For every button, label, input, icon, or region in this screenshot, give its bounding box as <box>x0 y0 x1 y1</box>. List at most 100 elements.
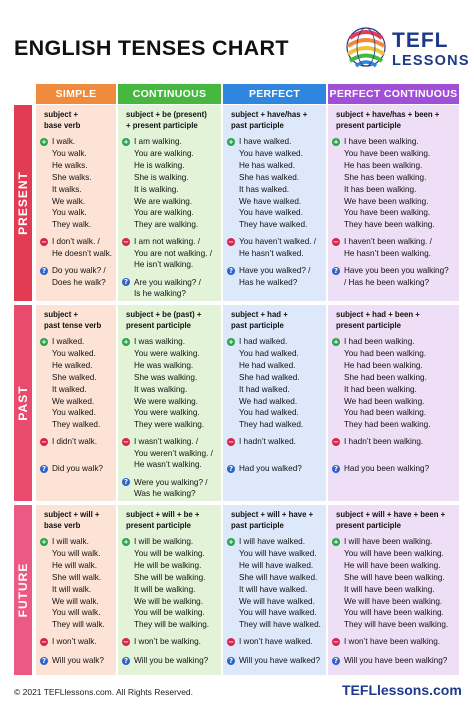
formula-line: present participle <box>336 320 401 330</box>
formula: subject + be (present) + present particip… <box>126 110 207 131</box>
column-header-continuous: CONTINUOUS <box>118 84 221 104</box>
positive-text: They will be walking. <box>134 620 210 630</box>
positive-text: You had been walking. <box>344 408 427 418</box>
negative-forms: − I won’t have been walking. <box>332 636 440 648</box>
question-text: Did you walk? <box>52 464 103 473</box>
positive-text: You will have been walking. <box>344 608 444 618</box>
column-header-simple: SIMPLE <box>36 84 116 104</box>
positive-text: She has walked. <box>239 172 300 182</box>
positive-text: We will walk. <box>52 596 99 606</box>
positive-text: She had been walking. <box>344 372 427 382</box>
positive-line: They had walked. <box>227 419 303 431</box>
negative-line: − I hadn’t been walking. <box>332 436 423 448</box>
positive-line: She walked. <box>40 372 100 384</box>
negative-line: He hasn’t been walking. <box>332 248 432 260</box>
positive-forms: + I will have been walking. You will have … <box>332 536 448 631</box>
positive-line: You will walk. <box>40 548 105 560</box>
positive-line: + I will walk. <box>40 536 105 548</box>
question-line: ? Did you walk? <box>40 463 103 475</box>
negative-line: − I didn’t walk. <box>40 436 97 448</box>
positive-line: They will be walking. <box>122 619 209 631</box>
minus-icon: − <box>40 437 48 446</box>
positive-line: It will have walked. <box>227 584 321 596</box>
positive-text: You have been walking. <box>344 148 431 158</box>
question-text: Had you walked? <box>239 464 302 473</box>
positive-text: It had walked. <box>239 384 290 394</box>
negative-forms: − I wasn’t walking. / You weren’t walking.… <box>122 436 213 471</box>
negative-forms: − I won’t be walking. <box>122 636 201 648</box>
positive-line: It had walked. <box>227 384 303 396</box>
negative-line: − I won’t walk. <box>40 636 97 648</box>
question-text: Have you been you walking? <box>344 266 449 275</box>
positive-line: He has been walking. <box>332 160 435 172</box>
row-label-past: PAST <box>14 305 32 501</box>
positive-text: We will have been walking. <box>344 596 443 606</box>
question-line: ? Will you have walked? <box>227 655 320 667</box>
footer-copyright: © 2021 TEFLlessons.com. All Rights Reser… <box>14 687 194 697</box>
negative-line: He hasn’t walked. <box>227 248 316 260</box>
positive-line: + I have been walking. <box>332 136 435 148</box>
question-forms: ? Will you have been walking? <box>332 655 447 667</box>
negative-line: You are not walking. / <box>122 248 212 260</box>
positive-text: She has been walking. <box>344 172 427 182</box>
question-forms: ? Have you walked? / Has he walked? <box>227 265 310 288</box>
negative-text: He hasn’t walked. <box>239 248 304 258</box>
negative-forms: − I didn’t walk. <box>40 436 97 448</box>
question-text: Has he walked? <box>239 277 298 287</box>
positive-text: I had been walking. <box>344 337 415 346</box>
formula-line: past participle <box>231 320 284 330</box>
tense-cell-future-simple: subject + will + base verb + I will walk. Yo… <box>36 505 116 675</box>
formula: subject + will + base verb <box>44 510 99 531</box>
negative-line: You weren’t walking. / <box>122 448 213 460</box>
negative-text: I wasn’t walking. / <box>134 437 199 446</box>
positive-line: You had been walking. <box>332 348 430 360</box>
positive-text: We walked. <box>52 396 95 406</box>
positive-line: You were walking. <box>122 407 204 419</box>
formula-line: present participle <box>336 520 401 530</box>
positive-line: You will be walking. <box>122 548 209 560</box>
positive-forms: + I am walking. You are walking. He is walk… <box>122 136 198 231</box>
formula: subject + will + have + been + present pa… <box>336 510 445 531</box>
negative-forms: − I don’t walk. / He doesn’t walk. <box>40 236 112 259</box>
negative-forms: − I haven’t been walking. / He hasn’t been… <box>332 236 432 259</box>
positive-line: You are walking. <box>122 148 198 160</box>
formula: subject + had + been + present participle <box>336 310 420 331</box>
minus-icon: − <box>227 637 235 646</box>
question-text: Will you walk? <box>52 656 104 665</box>
positive-line: + I was walking. <box>122 336 204 348</box>
question-line: ? Will you be walking? <box>122 655 208 667</box>
positive-text: I will have been walking. <box>344 537 433 546</box>
positive-line: You walk. <box>40 148 92 160</box>
positive-text: It will have been walking. <box>344 584 435 594</box>
plus-icon: + <box>122 337 130 346</box>
positive-text: You will have been walking. <box>344 548 444 558</box>
minus-icon: − <box>40 237 48 246</box>
positive-line: We will have walked. <box>227 596 321 608</box>
positive-text: We had walked. <box>239 396 298 406</box>
positive-text: He was walking. <box>134 360 194 370</box>
formula-line: subject + will + <box>44 510 100 519</box>
positive-text: You have walked. <box>239 208 303 218</box>
question-icon: ? <box>227 656 235 665</box>
question-icon: ? <box>122 656 130 665</box>
positive-text: They will have walked. <box>239 620 321 630</box>
positive-line: He was walking. <box>122 360 204 372</box>
positive-text: It is walking. <box>134 184 179 194</box>
positive-line: They have walked. <box>227 219 307 231</box>
question-forms: ? Had you walked? <box>227 463 302 475</box>
positive-text: She will be walking. <box>134 572 206 582</box>
positive-line: You had walked. <box>227 348 303 360</box>
positive-line: You will have walked. <box>227 548 321 560</box>
positive-text: She had walked. <box>239 372 300 382</box>
positive-text: We were walking. <box>134 396 199 406</box>
negative-forms: − I hadn’t walked. <box>227 436 296 448</box>
formula: subject + will + be + present participle <box>126 510 199 531</box>
positive-line: + I had walked. <box>227 336 303 348</box>
positive-text: She will have been walking. <box>344 572 445 582</box>
positive-text: I will have walked. <box>239 537 305 546</box>
positive-line: He had been walking. <box>332 360 430 372</box>
positive-line: They had been walking. <box>332 419 430 431</box>
positive-line: + I will have walked. <box>227 536 321 548</box>
minus-icon: − <box>122 637 130 646</box>
positive-line: It has been walking. <box>332 184 435 196</box>
